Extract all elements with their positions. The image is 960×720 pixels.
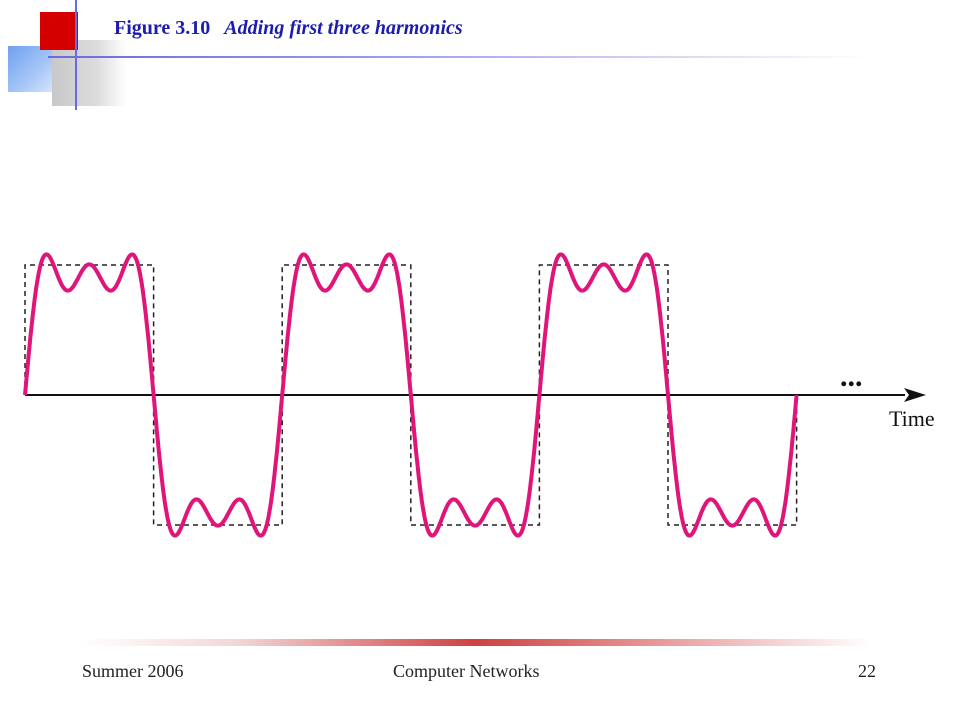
harmonic-sum-curve: [23, 252, 799, 538]
footer-course: Computer Networks: [393, 661, 540, 681]
footer-rule: [80, 639, 870, 646]
decor-red-square: [40, 12, 78, 50]
figure-caption: Adding first three harmonics: [224, 17, 463, 39]
footer-page-number: 22: [858, 661, 876, 681]
time-axis-label: Time: [889, 406, 935, 431]
time-axis-arrowhead: [904, 388, 926, 402]
decor-title-underline: [48, 56, 868, 58]
decor-vertical-line: [75, 0, 77, 110]
continuation-dots: ...: [840, 360, 863, 393]
decor-gray-square: [52, 40, 126, 106]
figure-label: Figure 3.10: [114, 17, 211, 39]
slide-title: Figure 3.10 Adding first three harmonics: [114, 17, 463, 40]
footer-date: Summer 2006: [82, 661, 184, 681]
